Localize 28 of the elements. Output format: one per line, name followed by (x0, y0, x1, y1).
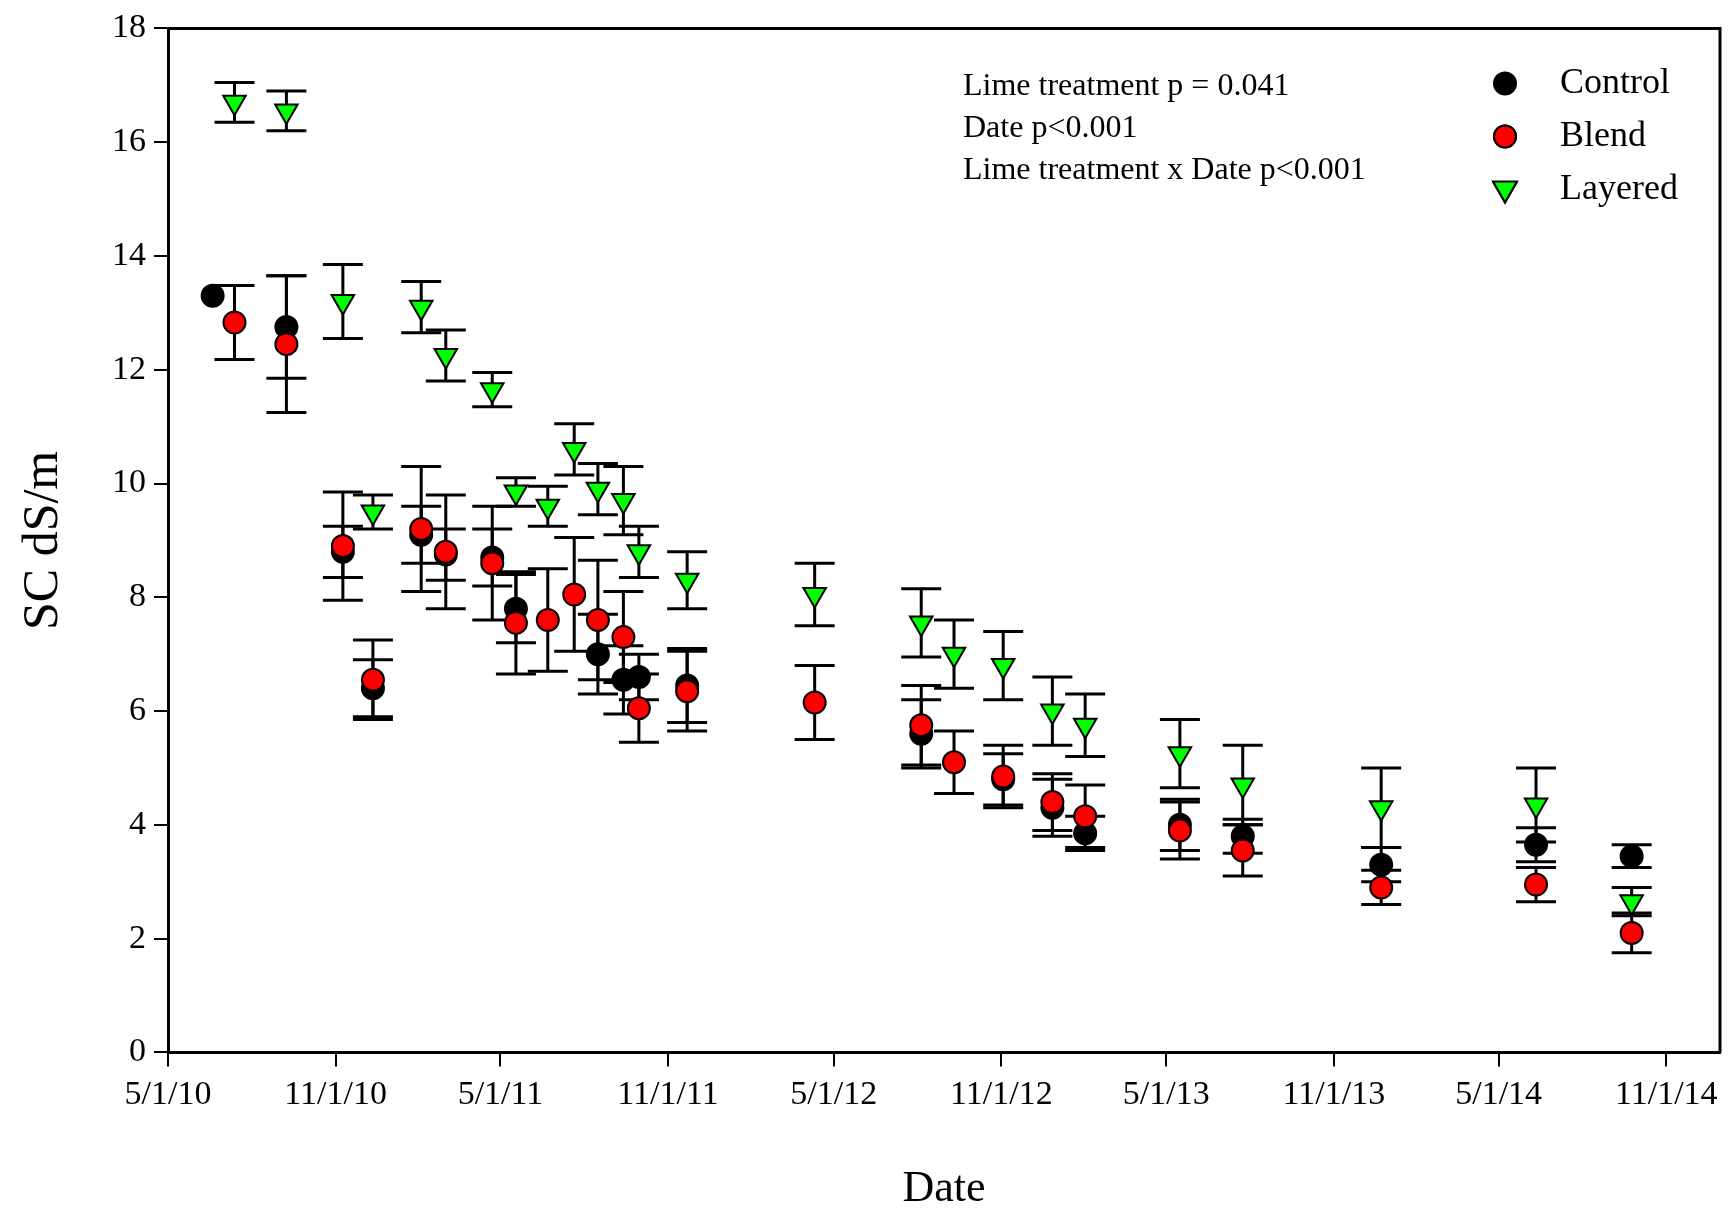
y-tick-label: 0 (129, 1031, 146, 1069)
y-tick-label: 14 (112, 234, 146, 272)
x-tick-label: 11/1/14 (1614, 1073, 1718, 1111)
x-axis-title: Date (902, 1162, 986, 1212)
y-axis-title: SC dS/m (12, 450, 69, 631)
x-tick-label: 11/1/11 (617, 1073, 719, 1111)
x-tick-label: 5/1/10 (124, 1073, 212, 1111)
annotation: Lime treatment p = 0.041 (963, 65, 1290, 102)
y-tick-label: 6 (129, 689, 146, 727)
legend-label: Control (1560, 60, 1671, 101)
y-tick-label: 16 (112, 121, 146, 159)
x-tick-label: 5/1/12 (790, 1073, 878, 1111)
y-tick-label: 10 (112, 462, 146, 500)
legend-label: Layered (1560, 166, 1678, 207)
y-tick-label: 2 (129, 917, 146, 955)
x-tick-label: 11/1/13 (1282, 1073, 1386, 1111)
y-tick-label: 8 (129, 576, 146, 614)
x-tick-label: 11/1/12 (950, 1073, 1053, 1111)
x-tick-label: 5/1/11 (457, 1073, 544, 1111)
annotation: Lime treatment x Date p<0.001 (963, 149, 1366, 186)
legend-label: Blend (1560, 113, 1646, 154)
y-tick-label: 18 (112, 7, 146, 45)
x-tick-label: 5/1/14 (1455, 1073, 1543, 1111)
y-tick-label: 12 (112, 348, 146, 386)
x-tick-label: 5/1/13 (1122, 1073, 1210, 1111)
annotation: Date p<0.001 (963, 107, 1138, 144)
x-tick-label: 11/1/10 (284, 1073, 387, 1111)
y-tick-label: 4 (129, 803, 146, 841)
